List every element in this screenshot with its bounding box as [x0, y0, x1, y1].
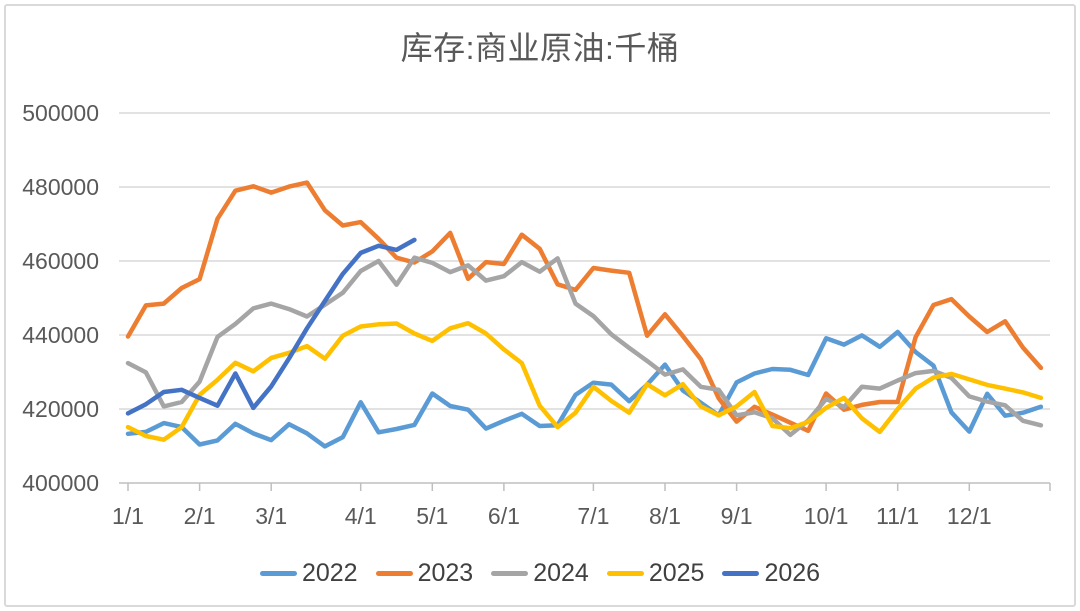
chart-title: 库存:商业原油:千桶: [400, 30, 680, 66]
series-line-2023: [125, 180, 1044, 434]
legend-item-2025: 2025: [606, 558, 705, 588]
legend-swatch-2025: [606, 570, 644, 576]
series-line-2024: [125, 255, 1044, 438]
x-axis-label: 4/1: [345, 503, 377, 529]
y-axis-label: 460000: [22, 248, 99, 274]
x-axis-label: 10/1: [804, 503, 849, 529]
legend-item-2022: 2022: [259, 558, 358, 588]
y-axis-label: 440000: [22, 322, 99, 348]
legend-swatch-2026: [722, 570, 760, 576]
y-axis-label: 420000: [22, 396, 99, 422]
x-axis-label: 11/1: [876, 503, 919, 529]
x-axis-label: 1/1: [112, 503, 144, 529]
legend-label-2024: 2024: [533, 558, 589, 587]
legend-swatch-2022: [259, 570, 297, 576]
legend-label-2022: 2022: [301, 558, 358, 587]
chart-legend: 2022 2023 2024 2025 2026: [0, 556, 1080, 590]
x-axis-label: 3/1: [255, 503, 287, 529]
legend-swatch-2023: [375, 570, 413, 576]
x-axis-label: 12/1: [947, 503, 992, 529]
legend-item-2024: 2024: [491, 559, 589, 588]
legend-label-2025: 2025: [648, 558, 705, 587]
y-axis-label: 480000: [22, 174, 99, 200]
x-axis-label: 6/1: [488, 503, 520, 529]
legend-item-2023: 2023: [375, 558, 474, 588]
series-line-2025: [125, 320, 1044, 442]
x-axis-label: 5/1: [416, 503, 448, 529]
legend-label-2023: 2023: [417, 558, 474, 587]
legend-item-2026: 2026: [722, 559, 820, 588]
x-axis-label: 7/1: [577, 503, 609, 529]
x-axis-label: 8/1: [649, 503, 681, 529]
y-axis-label: 400000: [22, 470, 99, 496]
legend-label-2026: 2026: [764, 558, 821, 587]
legend-swatch-2024: [491, 570, 529, 576]
x-axis-label: 2/1: [184, 503, 216, 529]
series-line-2026: [125, 237, 417, 416]
series-line-2022: [125, 329, 1044, 449]
y-axis-label: 500000: [22, 100, 99, 126]
x-axis-label: 9/1: [721, 503, 753, 529]
